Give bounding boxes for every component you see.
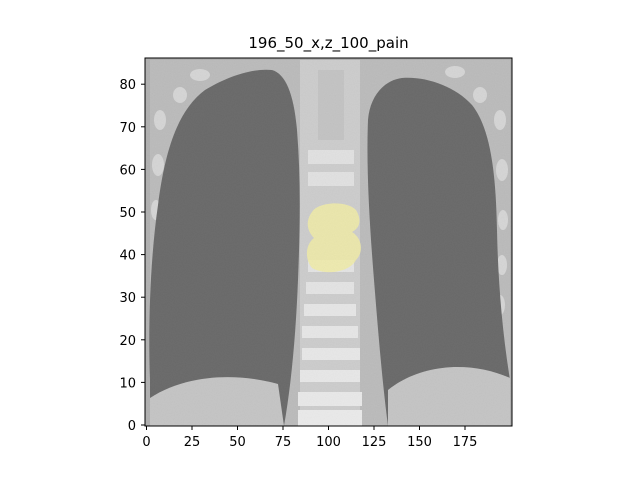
plot-title: 196_50_x,z_100_pain <box>248 34 409 52</box>
y-axis: 0 10 20 30 40 50 60 70 80 <box>119 78 145 434</box>
y-tick-label: 40 <box>119 249 136 264</box>
y-tick-label: 60 <box>119 163 136 178</box>
y-tick-label: 50 <box>119 206 136 221</box>
x-tick-label: 0 <box>142 435 150 450</box>
x-tick-label: 150 <box>407 435 432 450</box>
x-tick-label: 75 <box>275 435 292 450</box>
x-tick-label: 25 <box>184 435 201 450</box>
x-tick-label: 100 <box>316 435 341 450</box>
x-tick-label: 175 <box>453 435 478 450</box>
x-tick-label: 125 <box>362 435 387 450</box>
y-tick-label: 80 <box>119 78 136 93</box>
ct-image <box>145 58 512 426</box>
y-tick-label: 10 <box>119 376 136 391</box>
y-tick-label: 20 <box>119 334 136 349</box>
x-axis: 0 25 50 75 100 125 150 175 <box>142 426 477 450</box>
y-tick-label: 30 <box>119 291 136 306</box>
y-tick-label: 0 <box>128 419 136 434</box>
x-tick-label: 50 <box>229 435 246 450</box>
y-tick-label: 70 <box>119 121 136 136</box>
